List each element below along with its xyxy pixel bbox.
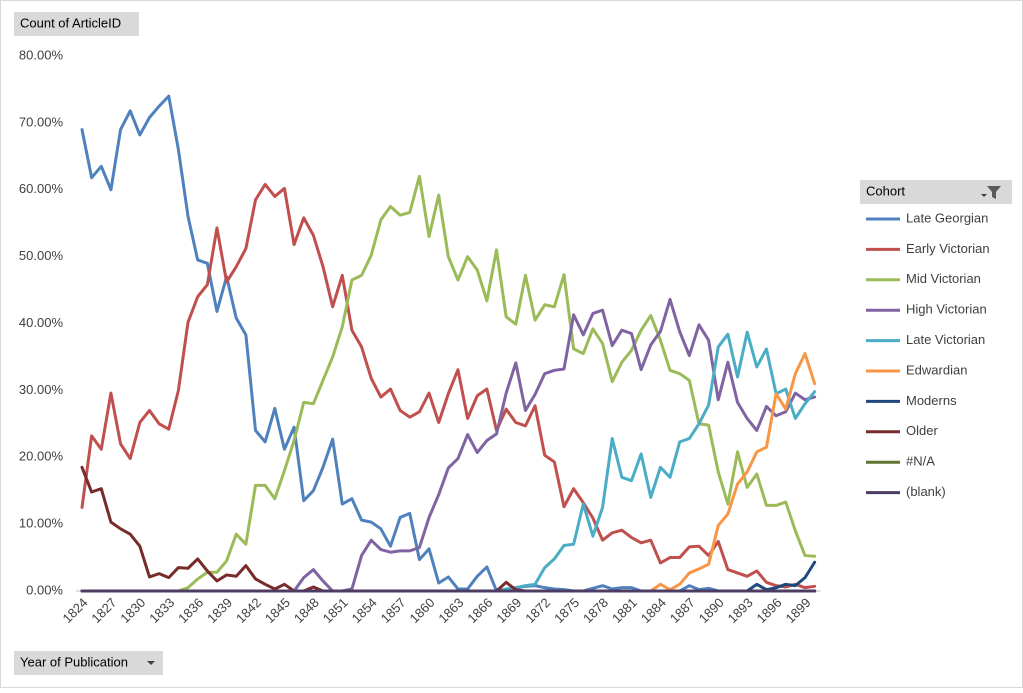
y-tick-label: 40.00% — [19, 315, 64, 330]
dropdown-arrow — [147, 661, 155, 665]
filter-icon — [987, 186, 1001, 199]
field-button-bg — [14, 12, 139, 36]
field-button-label: Year of Publication — [20, 654, 128, 669]
y-tick-label: 0.00% — [26, 582, 63, 597]
series-line — [80, 182, 817, 590]
legend-item: Late Victorian — [866, 332, 985, 347]
legend-item: #N/A — [866, 454, 935, 469]
legend-label: Moderns — [906, 393, 957, 408]
y-tick-label: 60.00% — [19, 181, 64, 196]
legend-label: (blank) — [906, 484, 946, 499]
series-line — [80, 174, 817, 593]
legend-item: High Victorian — [866, 302, 987, 317]
legend-item: Mid Victorian — [866, 271, 981, 286]
legend-label: Early Victorian — [906, 241, 990, 256]
legend-label: Older — [906, 423, 938, 438]
legend-item: Older — [866, 423, 938, 438]
legend-item: Edwardian — [866, 362, 967, 377]
value-field-button[interactable]: Count of ArticleID — [14, 12, 139, 36]
legend-label: Late Georgian — [906, 210, 988, 225]
y-tick-label: 80.00% — [19, 47, 64, 62]
legend-item: Early Victorian — [866, 241, 990, 256]
y-tick-label: 30.00% — [19, 382, 64, 397]
legend-item: Late Georgian — [866, 210, 988, 225]
field-button-bg — [14, 651, 163, 675]
legend-label: #N/A — [906, 454, 935, 469]
y-tick-label: 50.00% — [19, 248, 64, 263]
legend-label: Edwardian — [906, 362, 967, 377]
legend-item: Moderns — [866, 393, 957, 408]
legend-label: Mid Victorian — [906, 271, 981, 286]
field-button-label: Cohort — [866, 183, 905, 198]
y-tick-label: 70.00% — [19, 114, 64, 129]
series-line — [80, 94, 817, 593]
axis-field-button[interactable]: Year of Publication — [14, 651, 163, 675]
y-tick-label: 10.00% — [19, 516, 64, 531]
y-tick-label: 20.00% — [19, 449, 64, 464]
legend-label: Late Victorian — [906, 332, 985, 347]
legend-label: High Victorian — [906, 302, 987, 317]
field-button-label: Count of ArticleID — [20, 15, 121, 30]
dropdown-arrow — [981, 194, 987, 197]
field-button-bg — [860, 180, 1012, 204]
legend-item: (blank) — [866, 484, 946, 499]
legend-field-button[interactable]: Cohort — [860, 180, 1012, 204]
